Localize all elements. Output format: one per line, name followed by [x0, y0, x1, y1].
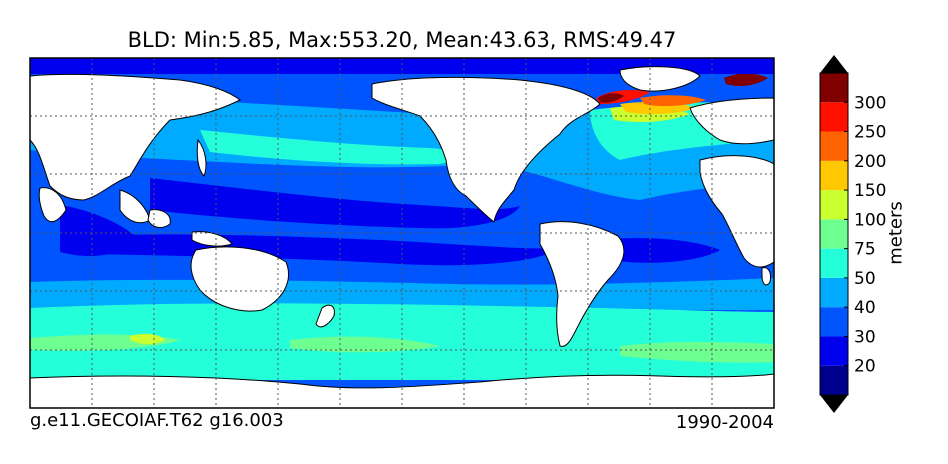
land-new-guinea: [191, 231, 233, 247]
land-greenland: [619, 66, 701, 92]
land-africa: [699, 155, 774, 268]
colorbar-segment: [820, 307, 848, 337]
colorbar-extend-min: [820, 395, 848, 413]
colorbar-segment: [820, 102, 848, 132]
colorbar-segment: [820, 277, 848, 308]
land-madagascar: [761, 267, 771, 286]
colorbar-tick-label: 30: [854, 327, 876, 347]
land-eurasia-west: [30, 73, 241, 201]
colorbar-tick-label: 300: [854, 93, 886, 113]
colorbar-tick-label: 20: [854, 357, 876, 377]
land-north-america: [371, 76, 601, 223]
time-period-label: 1990-2004: [675, 412, 774, 433]
land-masses: [30, 66, 774, 347]
colorbar-tick-label: 150: [854, 181, 886, 201]
land-india: [38, 187, 67, 223]
contour-300-plus-labrador: [598, 93, 624, 103]
colorbar-tick-label: 250: [854, 123, 886, 143]
colorbar-tick-label: 200: [854, 152, 886, 172]
colorbar-segment: [820, 219, 848, 249]
colorbar-units-label: meters: [885, 201, 907, 265]
contour-75-100-south-atlantic: [620, 342, 774, 363]
map-plot-area: [30, 58, 774, 408]
colorbar-segment: [820, 190, 848, 220]
colorbar-tick-label: 40: [854, 298, 876, 318]
contour-20-30-north-pacific: [150, 178, 520, 229]
colorbar-segment: [820, 160, 848, 191]
colorbar-segment: [820, 73, 848, 103]
colorbar-extend-max: [820, 55, 848, 73]
contour-300-plus-nordic: [724, 73, 768, 86]
colorbar-tick-label: 100: [854, 210, 886, 230]
colorbar-frame: [819, 72, 849, 396]
land-new-zealand: [315, 304, 335, 328]
land-japan: [196, 138, 207, 177]
contour-200-250-north-atlantic: [640, 95, 706, 107]
colorbar-segment: [820, 131, 848, 161]
contour-20-30-indian: [60, 205, 140, 256]
land-australia: [190, 246, 290, 312]
colorbar-segment: [820, 365, 848, 395]
colorbar-tick-label: 50: [854, 269, 876, 289]
contour-50-75-north-pacific: [200, 130, 459, 165]
land-south-america: [539, 221, 625, 347]
map-frame: [29, 57, 775, 409]
contour-20-30-atlantic: [600, 238, 720, 263]
map-title: BLD: Min:5.85, Max:553.20, Mean:43.63, R…: [127, 28, 677, 52]
land-europe: [689, 97, 774, 145]
colorbar-tick-label: 75: [854, 240, 876, 260]
colorbar-segment: [820, 248, 848, 278]
run-id-label: g.e11.GECOIAF.T62 g16.003: [30, 410, 284, 431]
colorbar-segment: [820, 336, 848, 366]
colorbar: 20 30 40 50 75 100 150 200 250 300: [819, 55, 886, 413]
graticule: [30, 58, 774, 408]
contour-100-150-south: [130, 333, 165, 345]
